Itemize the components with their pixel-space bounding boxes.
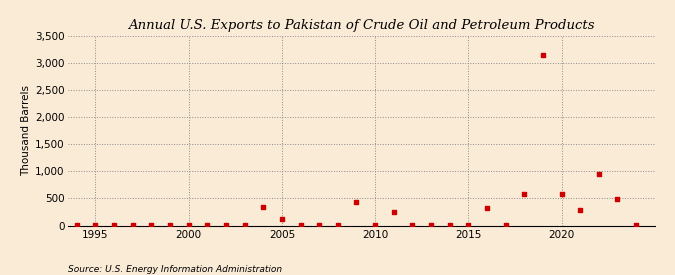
Point	[53, 223, 63, 227]
Point	[221, 223, 232, 227]
Point	[370, 223, 381, 227]
Point	[109, 223, 119, 227]
Point	[314, 223, 325, 227]
Y-axis label: Thousand Barrels: Thousand Barrels	[21, 85, 31, 176]
Point	[332, 223, 343, 227]
Point	[90, 223, 101, 227]
Point	[630, 223, 641, 227]
Point	[239, 223, 250, 227]
Point	[556, 191, 567, 196]
Point	[444, 223, 455, 227]
Text: Source: U.S. Energy Information Administration: Source: U.S. Energy Information Administ…	[68, 265, 281, 274]
Point	[295, 223, 306, 227]
Point	[184, 223, 194, 227]
Point	[128, 223, 138, 227]
Point	[277, 217, 288, 221]
Point	[593, 172, 604, 176]
Point	[500, 223, 511, 227]
Point	[481, 206, 492, 210]
Point	[202, 223, 213, 227]
Title: Annual U.S. Exports to Pakistan of Crude Oil and Petroleum Products: Annual U.S. Exports to Pakistan of Crude…	[128, 19, 595, 32]
Point	[537, 53, 548, 57]
Point	[519, 191, 530, 196]
Point	[165, 223, 176, 227]
Point	[72, 223, 82, 227]
Point	[146, 223, 157, 227]
Point	[351, 199, 362, 204]
Point	[575, 208, 586, 212]
Point	[388, 210, 399, 214]
Point	[426, 223, 437, 227]
Point	[463, 223, 474, 227]
Point	[407, 223, 418, 227]
Point	[258, 204, 269, 209]
Point	[612, 197, 623, 201]
